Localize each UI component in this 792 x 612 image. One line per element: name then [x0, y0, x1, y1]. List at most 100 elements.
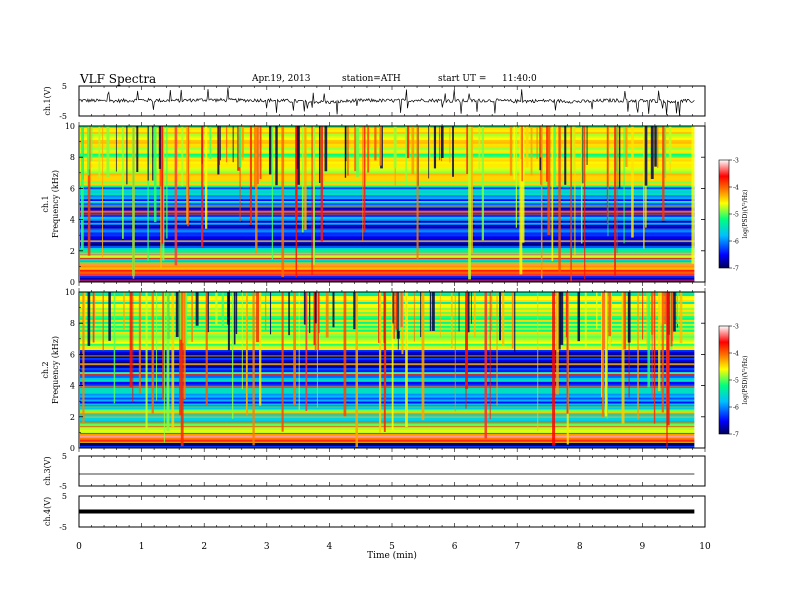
sferic-streak [160, 126, 162, 269]
sferic-streak [383, 292, 386, 432]
spectrogram-band-row [80, 367, 695, 371]
spectrogram-band-row [80, 381, 695, 385]
sferic-streak [149, 126, 152, 164]
sferic-streak [215, 292, 218, 325]
sferic-streak [662, 126, 665, 221]
tonal-line [80, 363, 695, 364]
spectrogram-band-row [80, 265, 695, 268]
spectrogram-band-row [80, 297, 695, 301]
chart-title: VLF Spectra [80, 72, 157, 86]
spectrogram-band-row [80, 141, 695, 145]
spectrogram-band-row [80, 431, 695, 434]
spectrogram-band-row [80, 222, 695, 225]
spectrogram-band-row [80, 201, 695, 204]
sferic-streak [113, 292, 116, 404]
spectrogram-band-row [80, 389, 695, 392]
sferic-streak [584, 126, 586, 280]
spectrogram-band-row [80, 216, 695, 220]
sferic-streak [136, 126, 139, 172]
spectrogram-band-row [80, 255, 695, 258]
spectrogram-band-row [80, 377, 695, 381]
tonal-line [80, 412, 695, 413]
spectrogram-band-row [80, 238, 695, 241]
spectrogram-band-row [80, 175, 695, 178]
waveform-panel-ch4 [78, 495, 706, 528]
sferic-streak [509, 126, 513, 176]
sferic-streak [558, 126, 561, 273]
sferic-streak [618, 126, 621, 189]
spectrogram-band-row [80, 195, 695, 198]
sferic-streak [454, 292, 456, 412]
colorbar-tick-label: -7 [733, 432, 739, 439]
tonal-line [80, 212, 695, 214]
start-ut-value: 11:40:0 [502, 74, 537, 84]
spectrogram-band-row [80, 307, 695, 311]
spectrogram-band-row [80, 383, 695, 387]
sferic-streak [406, 126, 410, 159]
sferic-streak [145, 292, 148, 432]
sferic-streak [303, 292, 307, 325]
tonal-line [80, 426, 695, 428]
spectrogram-band-row [80, 443, 695, 447]
sferic-streak [163, 292, 165, 443]
sferic-streak [502, 292, 505, 347]
tonal-line [80, 279, 695, 281]
sferic-streak [496, 292, 498, 406]
sferic-streak [301, 126, 304, 233]
sferic-streak [356, 126, 359, 177]
sferic-streak [572, 126, 575, 171]
sferic-streak [411, 126, 415, 175]
spectrogram-band-row [80, 245, 695, 248]
sferic-streak [489, 292, 491, 420]
sferic-streak [420, 292, 422, 338]
sferic-streak [608, 292, 612, 337]
sferic-streak [623, 126, 625, 244]
sferic-streak [513, 126, 516, 180]
sferic-streak [637, 292, 639, 420]
sferic-streak [309, 292, 311, 334]
spectrogram-band-row [80, 271, 695, 274]
y-tick-label: -5 [59, 112, 67, 121]
spectrogram-band-row [80, 161, 695, 164]
sferic-streak [431, 292, 435, 331]
start-ut-label: start UT = [438, 74, 487, 84]
sferic-streak [466, 126, 469, 174]
sferic-streak [171, 292, 175, 428]
spectrogram-band-row [80, 429, 695, 433]
colorbar-tick-label: -4 [733, 185, 739, 192]
sferic-streak [269, 292, 272, 335]
spectrogram-band-row [80, 333, 695, 337]
y-tick-label: 2 [70, 247, 75, 256]
spectrogram-band-row [80, 149, 695, 152]
spectrogram-band-row [80, 230, 695, 233]
y-tick-label: 6 [70, 184, 75, 193]
spectrogram-band-row [80, 169, 695, 172]
sferic-streak [249, 126, 252, 225]
spectrogram-band-row [80, 424, 695, 427]
sferic-streak [180, 292, 184, 447]
x-tick-label: 0 [76, 542, 82, 552]
spectrogram-band-row [80, 269, 695, 272]
spectrogram-band-row [80, 351, 695, 355]
tonal-line [80, 228, 695, 230]
sferic-streak [90, 126, 93, 162]
spectrogram-band-row [80, 399, 695, 402]
spectrogram-band-row [80, 234, 695, 237]
spectrogram-band-row [80, 147, 695, 151]
spectrogram-band-row [80, 299, 695, 303]
sferic-streak [87, 126, 90, 176]
sferic-streak [296, 126, 299, 169]
sferic-streak [566, 292, 569, 414]
colorbar-tick-label: -7 [733, 266, 739, 273]
sferic-streak [616, 126, 618, 254]
sferic-streak [92, 292, 95, 343]
sferic-streak [525, 126, 529, 168]
sferic-streak [80, 126, 84, 250]
sferic-streak [281, 292, 284, 432]
sferic-streak [413, 292, 415, 342]
sferic-streak [395, 292, 399, 330]
sferic-streak [298, 292, 300, 410]
spectrogram-band-row [80, 433, 695, 436]
spectrogram-band-row [80, 145, 695, 149]
